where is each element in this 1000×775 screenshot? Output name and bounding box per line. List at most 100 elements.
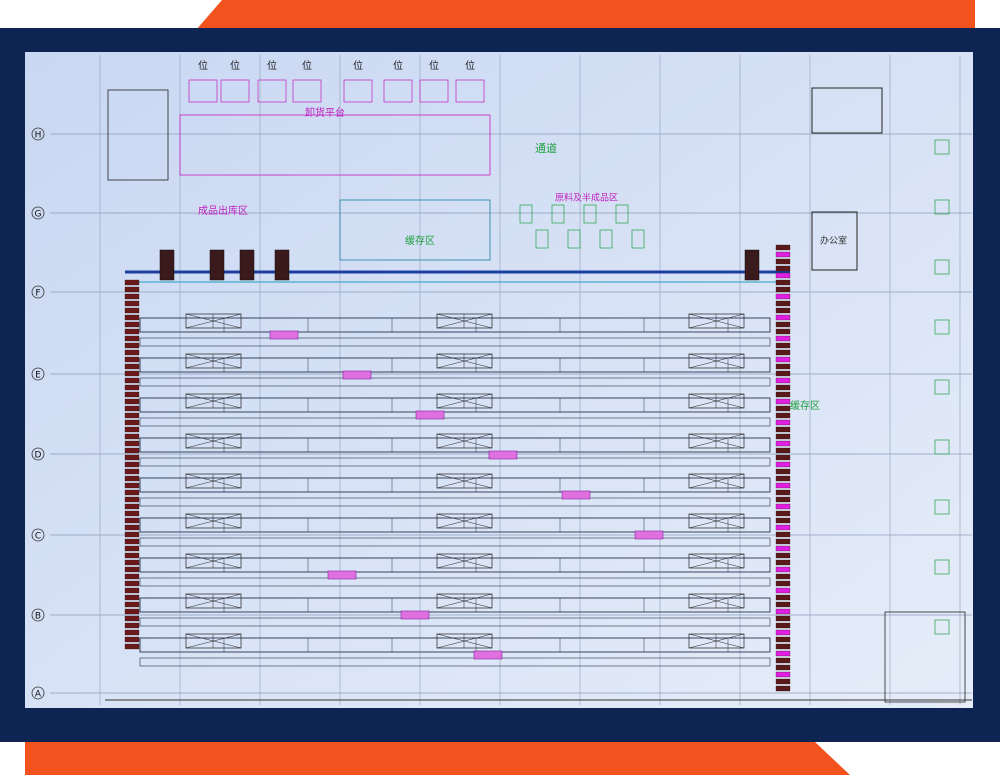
crossed-box	[688, 393, 745, 409]
stair	[884, 611, 966, 703]
row-label: D	[35, 451, 42, 461]
conveyor-cell	[124, 447, 140, 454]
lift	[239, 249, 255, 281]
conveyor-cell	[775, 433, 791, 440]
crossed-box	[185, 473, 242, 489]
conveyor-cell	[775, 552, 791, 559]
shuttle	[400, 610, 430, 620]
crossed-box	[436, 353, 493, 369]
row-bubble	[31, 686, 45, 700]
crossed-box	[688, 633, 745, 649]
bottom-accent	[25, 742, 850, 775]
conveyor-cell	[775, 468, 791, 475]
right-pallet	[934, 259, 950, 275]
crossed-box	[185, 353, 242, 369]
row-bubble	[31, 447, 45, 461]
conveyor-cell	[775, 496, 791, 503]
crossed-box	[185, 433, 242, 449]
conveyor-cell	[124, 384, 140, 391]
conveyor-cell	[124, 622, 140, 629]
row-label: C	[35, 532, 41, 542]
crossed-box	[688, 553, 745, 569]
conveyor-cell	[775, 650, 791, 657]
conveyor-cell	[775, 377, 791, 384]
conveyor-cell	[124, 580, 140, 587]
crossed-box	[436, 513, 493, 529]
conveyor-cell	[775, 566, 791, 573]
drawing-area	[25, 52, 973, 708]
bay-label: 位	[230, 59, 240, 72]
conveyor-cell	[775, 405, 791, 412]
pallet	[583, 204, 597, 224]
pallet	[615, 204, 629, 224]
row-label: G	[35, 210, 42, 220]
conveyor-cell	[775, 608, 791, 615]
conveyor-cell	[775, 384, 791, 391]
rack	[139, 577, 771, 587]
conveyor-cell	[124, 377, 140, 384]
shuttle	[561, 490, 591, 500]
conveyor-cell	[775, 461, 791, 468]
conveyor-cell	[775, 307, 791, 314]
crossed-box	[436, 433, 493, 449]
crossed-box	[185, 593, 242, 609]
row-label: F	[35, 289, 40, 299]
crossed-box	[185, 393, 242, 409]
conveyor-cell	[775, 272, 791, 279]
crossed-box	[436, 313, 493, 329]
conveyor-cell	[775, 664, 791, 671]
crossed-box	[688, 513, 745, 529]
conveyor-cell	[775, 615, 791, 622]
conveyor-cell	[775, 391, 791, 398]
rack	[139, 497, 771, 507]
crossed-box	[688, 593, 745, 609]
conveyor-cell	[124, 524, 140, 531]
conveyor-cell	[124, 566, 140, 573]
conveyor-cell	[124, 293, 140, 300]
area-label: 缓存区	[405, 234, 435, 247]
top-accent	[196, 0, 975, 30]
stair	[107, 89, 169, 181]
lift	[744, 249, 760, 281]
buffer-zone	[339, 199, 491, 261]
conveyor-cell	[124, 615, 140, 622]
conveyor-cell	[775, 440, 791, 447]
conveyor-cell	[124, 461, 140, 468]
area-label: 通道	[535, 141, 557, 155]
conveyor-cell	[124, 643, 140, 650]
crossed-box	[688, 513, 745, 529]
row-bubble	[31, 528, 45, 542]
bay	[455, 79, 485, 103]
crossed-box	[185, 513, 242, 529]
conveyor-cell	[124, 608, 140, 615]
conveyor-cell	[775, 321, 791, 328]
crossed-box	[436, 433, 493, 449]
conveyor-cell	[775, 636, 791, 643]
crossed-box	[436, 633, 493, 649]
pallet	[551, 204, 565, 224]
pallet	[535, 229, 549, 249]
shuttle	[269, 330, 299, 340]
conveyor-cell	[124, 328, 140, 335]
conveyor-cell	[124, 391, 140, 398]
row-label: E	[35, 371, 41, 381]
conveyor-cell	[124, 489, 140, 496]
conveyor-cell	[775, 643, 791, 650]
conveyor-cell	[124, 475, 140, 482]
conveyor-cell	[775, 286, 791, 293]
conveyor-cell	[124, 314, 140, 321]
conveyor-cell	[775, 265, 791, 272]
crossed-box	[185, 393, 242, 409]
shuttle	[473, 650, 503, 660]
conveyor-cell	[775, 349, 791, 356]
bay	[383, 79, 413, 103]
conveyor-cell	[775, 419, 791, 426]
crossed-box	[436, 393, 493, 409]
crossed-box	[688, 473, 745, 489]
conveyor-cell	[124, 398, 140, 405]
conveyor-cell	[124, 349, 140, 356]
bay	[419, 79, 449, 103]
crossed-box	[688, 593, 745, 609]
bay-label: 位	[353, 59, 363, 72]
